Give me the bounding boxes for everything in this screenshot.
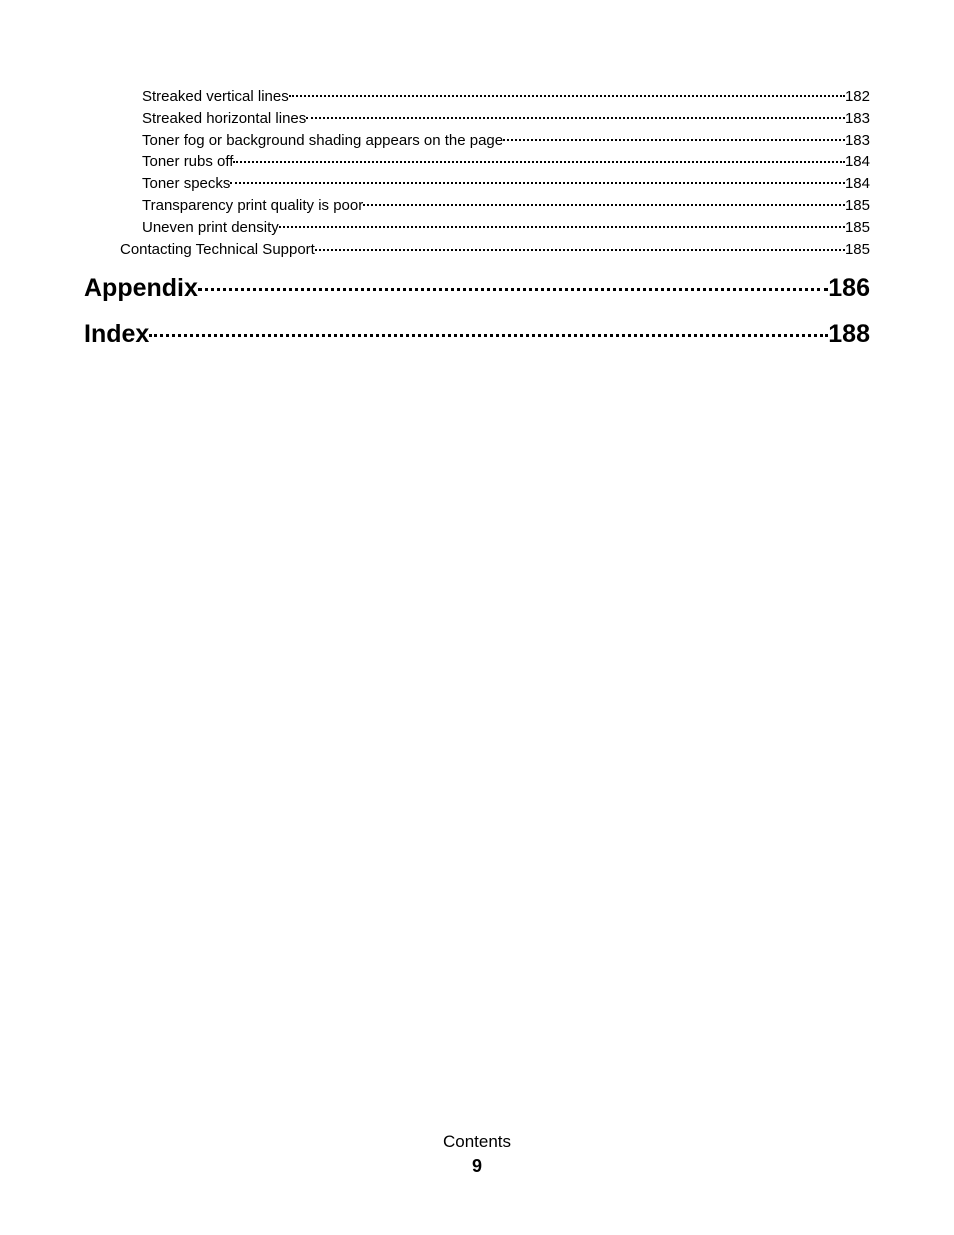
toc-leader — [198, 271, 828, 296]
toc-label: Toner specks — [142, 173, 230, 195]
toc-entry[interactable]: Uneven print density 185 — [142, 217, 870, 239]
toc-page: Streaked vertical lines 182 Streaked hor… — [0, 0, 954, 354]
toc-page-number: 185 — [845, 217, 870, 239]
toc-entry[interactable]: Toner specks 184 — [142, 173, 870, 195]
toc-label: Streaked horizontal lines — [142, 108, 306, 130]
toc-page-number: 183 — [845, 108, 870, 130]
toc-leader — [233, 151, 845, 166]
footer-page-number: 9 — [0, 1156, 954, 1177]
toc-page-number: 185 — [845, 238, 870, 261]
toc-leader — [289, 86, 845, 101]
toc-page-number: 188 — [828, 314, 870, 354]
toc-label: Transparency print quality is poor — [142, 195, 363, 217]
toc-page-number: 184 — [845, 173, 870, 195]
toc-leader — [306, 108, 845, 123]
toc-label: Streaked vertical lines — [142, 86, 289, 108]
toc-label: Contacting Technical Support — [120, 238, 315, 261]
toc-chapter[interactable]: Appendix 186 — [84, 268, 870, 308]
toc-entry[interactable]: Toner fog or background shading appears … — [142, 130, 870, 152]
page-footer: Contents 9 — [0, 1132, 954, 1177]
toc-page-number: 184 — [845, 151, 870, 173]
toc-leader — [363, 195, 845, 210]
toc-label: Index — [84, 314, 149, 354]
toc-entry[interactable]: Streaked horizontal lines 183 — [142, 108, 870, 130]
toc-page-number: 185 — [845, 195, 870, 217]
toc-leader — [279, 217, 845, 232]
toc-label: Uneven print density — [142, 217, 279, 239]
toc-leader — [315, 239, 845, 254]
toc-leader — [503, 130, 845, 145]
toc-label: Toner rubs off — [142, 151, 233, 173]
toc-label: Appendix — [84, 268, 198, 308]
toc-entry[interactable]: Contacting Technical Support 185 — [120, 238, 870, 261]
toc-leader — [230, 173, 845, 188]
footer-section-title: Contents — [0, 1132, 954, 1152]
toc-page-number: 183 — [845, 130, 870, 152]
toc-page-number: 182 — [845, 86, 870, 108]
toc-chapter[interactable]: Index 188 — [84, 314, 870, 354]
toc-entry[interactable]: Streaked vertical lines 182 — [142, 86, 870, 108]
toc-entry[interactable]: Toner rubs off 184 — [142, 151, 870, 173]
toc-leader — [149, 317, 828, 342]
toc-label: Toner fog or background shading appears … — [142, 130, 503, 152]
toc-page-number: 186 — [828, 268, 870, 308]
toc-entry[interactable]: Transparency print quality is poor 185 — [142, 195, 870, 217]
